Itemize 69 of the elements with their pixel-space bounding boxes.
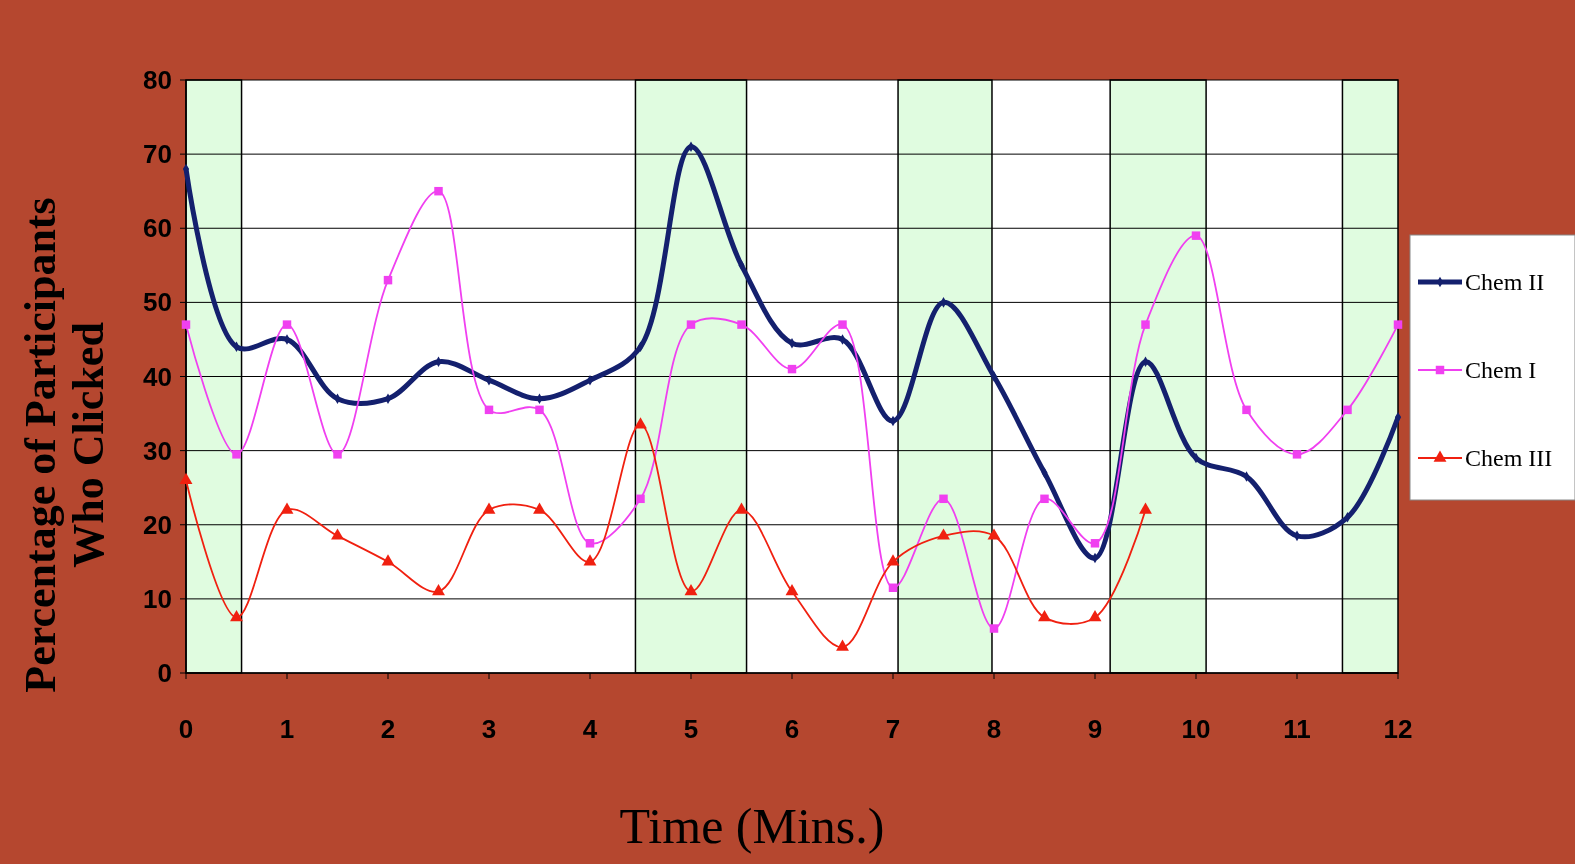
- x-tick-label: 6: [784, 714, 800, 744]
- point: [1139, 502, 1152, 514]
- point: [1090, 539, 1100, 548]
- y-tick-label: 10: [143, 583, 172, 614]
- point: [1038, 609, 1051, 622]
- point: [333, 450, 342, 459]
- point: [1393, 320, 1403, 329]
- x-tick-label: 3: [481, 714, 497, 744]
- x-tick-label: 2: [380, 714, 396, 744]
- point: [533, 502, 546, 514]
- point: [1040, 494, 1049, 504]
- point: [990, 371, 998, 382]
- point: [434, 186, 443, 196]
- x-tick-label: 8: [986, 714, 1002, 744]
- point: [230, 609, 243, 622]
- point: [937, 528, 950, 540]
- point: [331, 528, 344, 540]
- point: [1242, 405, 1251, 415]
- point: [989, 624, 999, 633]
- point: [585, 539, 595, 548]
- point: [1292, 450, 1302, 459]
- y-tick-label: 70: [143, 139, 172, 170]
- x-tick-label: 11: [1283, 714, 1311, 744]
- point: [987, 528, 1001, 540]
- point: [939, 494, 948, 504]
- point: [583, 554, 597, 566]
- y-tick-label: 0: [157, 658, 172, 689]
- legend-label: Chem II: [1465, 269, 1545, 296]
- point: [280, 502, 294, 514]
- point: [181, 320, 191, 329]
- y-tick-label: 60: [143, 213, 172, 244]
- point: [282, 320, 292, 329]
- x-tick-label: 10: [1181, 714, 1211, 744]
- point: [381, 554, 395, 566]
- point: [179, 472, 193, 484]
- x-tick-label: 5: [683, 714, 699, 744]
- point: [432, 584, 445, 596]
- legend-label: Chem I: [1465, 357, 1537, 384]
- x-tick-label: 1: [279, 714, 295, 744]
- y-tick-label: 40: [143, 361, 172, 392]
- point: [737, 320, 746, 329]
- y-tick-label: 50: [143, 287, 172, 318]
- point: [232, 450, 241, 459]
- x-tick-label: 9: [1087, 714, 1103, 744]
- point: [1088, 609, 1102, 622]
- y-tick-label: 30: [143, 435, 172, 466]
- point: [838, 320, 847, 329]
- point: [482, 502, 496, 514]
- x-tick-label: 12: [1383, 714, 1413, 744]
- x-axis-title: Time (Mins.): [619, 798, 885, 854]
- y-tick-label: 80: [143, 65, 172, 96]
- legend-label: Chem III: [1465, 445, 1553, 472]
- point: [886, 554, 900, 566]
- point: [785, 584, 799, 596]
- y-axis-title: Percentage of Participants Who Clicked: [16, 197, 113, 693]
- x-tick-label: 7: [885, 714, 901, 744]
- point: [535, 405, 544, 415]
- x-tick-label: 0: [178, 714, 194, 744]
- point: [684, 584, 698, 596]
- x-tick-label: 4: [582, 714, 598, 744]
- point: [634, 417, 647, 429]
- y-tick-label: 20: [143, 509, 172, 540]
- point: [636, 494, 645, 504]
- point: [836, 639, 849, 651]
- point: [1141, 320, 1150, 329]
- point: [1191, 231, 1201, 240]
- point: [686, 320, 696, 329]
- point: [1343, 405, 1352, 415]
- point: [735, 502, 748, 514]
